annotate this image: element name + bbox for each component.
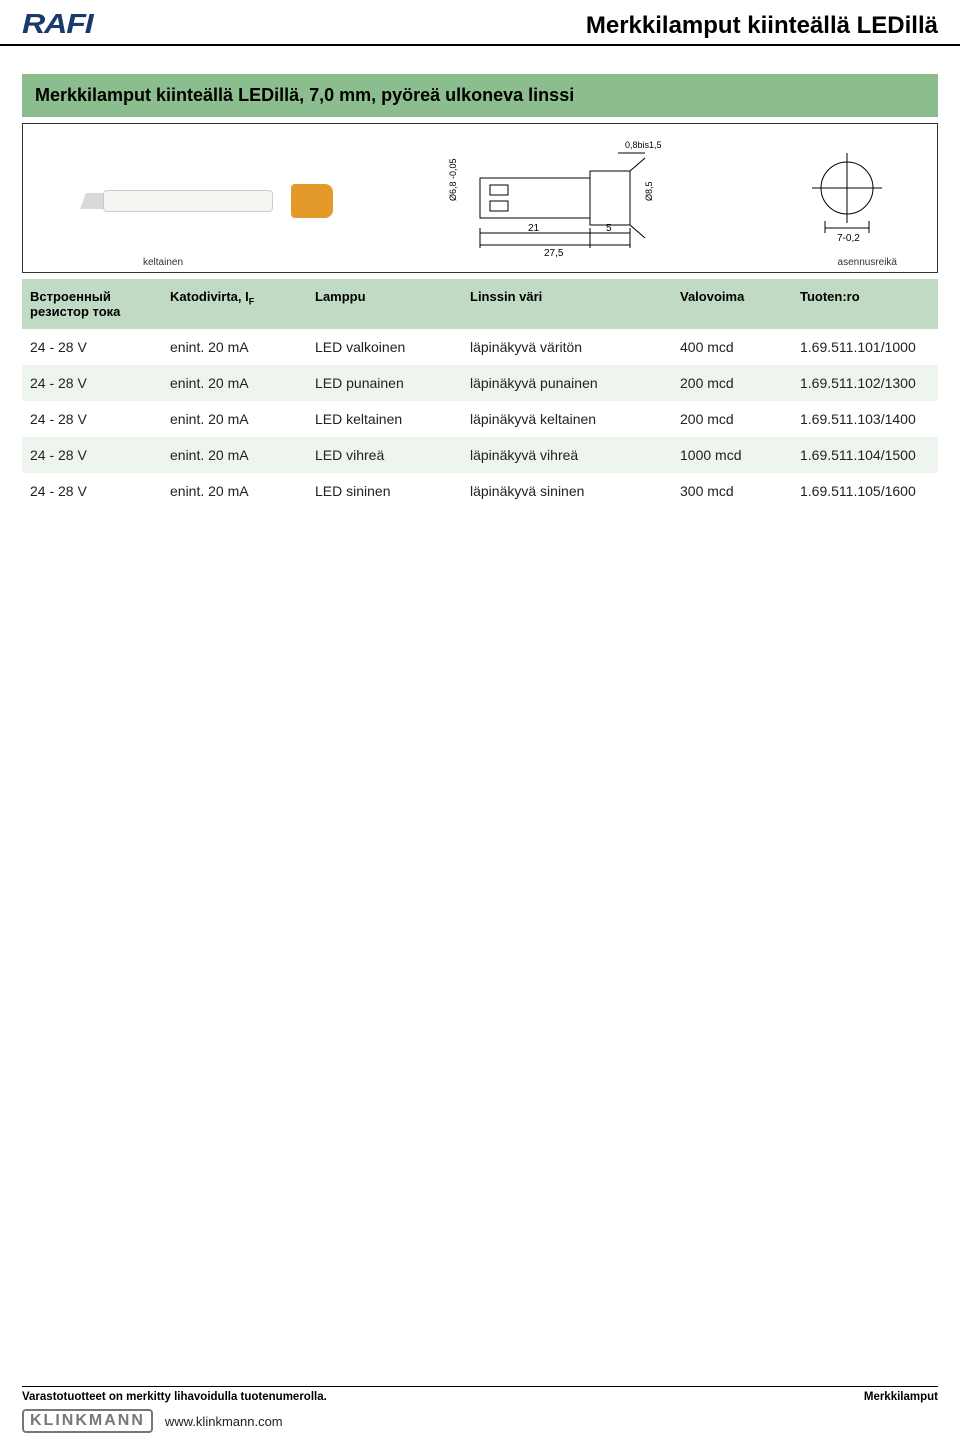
- klinkmann-url: www.klinkmann.com: [165, 1414, 283, 1429]
- page-title: Merkkilamput kiinteällä LEDillä: [586, 12, 938, 40]
- brand-logo: RAFI: [22, 8, 93, 40]
- cell-lamp: LED valkoinen: [315, 339, 470, 355]
- cell-lens: läpinäkyvä sininen: [470, 483, 680, 499]
- label-asennusreika: asennusreikä: [838, 257, 897, 268]
- cell-cathode: enint. 20 mA: [170, 411, 315, 427]
- cell-partno: 1.69.511.105/1600: [800, 483, 930, 499]
- cell-partno: 1.69.511.103/1400: [800, 411, 930, 427]
- cell-lamp: LED sininen: [315, 483, 470, 499]
- svg-text:21: 21: [528, 223, 540, 234]
- col-lens: Linssin väri: [470, 289, 680, 304]
- label-keltainen: keltainen: [143, 257, 183, 268]
- cell-intensity: 400 mcd: [680, 339, 800, 355]
- product-illustration: [83, 148, 333, 248]
- cell-partno: 1.69.511.101/1000: [800, 339, 930, 355]
- cell-resistor: 24 - 28 V: [30, 375, 170, 391]
- svg-text:7-0,2: 7-0,2: [837, 233, 860, 244]
- cell-resistor: 24 - 28 V: [30, 411, 170, 427]
- table-row: 24 - 28 V enint. 20 mA LED keltainen läp…: [22, 401, 938, 437]
- table-row: 24 - 28 V enint. 20 mA LED sininen läpin…: [22, 473, 938, 509]
- cell-cathode: enint. 20 mA: [170, 339, 315, 355]
- col-intensity: Valovoima: [680, 289, 800, 304]
- svg-text:27,5: 27,5: [544, 248, 564, 259]
- mounting-hole-drawing: 7-0,2: [787, 133, 907, 263]
- svg-text:Ø6,8 -0,05: Ø6,8 -0,05: [448, 158, 458, 201]
- table-row: 24 - 28 V enint. 20 mA LED vihreä läpinä…: [22, 437, 938, 473]
- section-subtitle: Merkkilamput kiinteällä LEDillä, 7,0 mm,…: [22, 74, 938, 117]
- cell-intensity: 200 mcd: [680, 375, 800, 391]
- cell-resistor: 24 - 28 V: [30, 447, 170, 463]
- cell-partno: 1.69.511.102/1300: [800, 375, 930, 391]
- col-partno: Tuoten:ro: [800, 289, 930, 304]
- cell-lamp: LED keltainen: [315, 411, 470, 427]
- technical-drawing: 0,8bis1,5 Ø6,8 -0,05 Ø8,5 21 5 27,5: [420, 133, 700, 263]
- klinkmann-logo: KLINKMANN: [22, 1409, 153, 1433]
- table-header-row: Встроенный резистор тока Katodivirta, IF…: [22, 279, 938, 329]
- cell-partno: 1.69.511.104/1500: [800, 447, 930, 463]
- cell-lamp: LED vihreä: [315, 447, 470, 463]
- table-row: 24 - 28 V enint. 20 mA LED punainen läpi…: [22, 365, 938, 401]
- cell-resistor: 24 - 28 V: [30, 483, 170, 499]
- cell-cathode: enint. 20 mA: [170, 483, 315, 499]
- page-footer: Varastotuotteet on merkitty lihavoidulla…: [0, 1380, 960, 1443]
- col-resistor: Встроенный резистор тока: [30, 289, 170, 319]
- svg-text:0,8bis1,5: 0,8bis1,5: [625, 140, 662, 150]
- cell-lens: läpinäkyvä väritön: [470, 339, 680, 355]
- cell-lens: läpinäkyvä keltainen: [470, 411, 680, 427]
- svg-text:Ø8,5: Ø8,5: [644, 181, 654, 201]
- col-cathode: Katodivirta, IF: [170, 289, 315, 307]
- content-area: Merkkilamput kiinteällä LEDillä, 7,0 mm,…: [0, 46, 960, 509]
- cell-cathode: enint. 20 mA: [170, 375, 315, 391]
- table-row: 24 - 28 V enint. 20 mA LED valkoinen läp…: [22, 329, 938, 365]
- cell-lens: läpinäkyvä punainen: [470, 375, 680, 391]
- footnote-right: Merkkilamput: [864, 1391, 938, 1403]
- cell-lamp: LED punainen: [315, 375, 470, 391]
- cell-lens: läpinäkyvä vihreä: [470, 447, 680, 463]
- cell-intensity: 200 mcd: [680, 411, 800, 427]
- cell-intensity: 1000 mcd: [680, 447, 800, 463]
- diagram-box: keltainen 0,8bis1,5 Ø6,8 -0,05 Ø8,5: [22, 123, 938, 273]
- cell-cathode: enint. 20 mA: [170, 447, 315, 463]
- col-lamp: Lamppu: [315, 289, 470, 304]
- footnote-left: Varastotuotteet on merkitty lihavoidulla…: [22, 1391, 327, 1403]
- page-header: RAFI Merkkilamput kiinteällä LEDillä: [0, 0, 960, 46]
- cell-resistor: 24 - 28 V: [30, 339, 170, 355]
- svg-text:5: 5: [606, 223, 612, 234]
- cell-intensity: 300 mcd: [680, 483, 800, 499]
